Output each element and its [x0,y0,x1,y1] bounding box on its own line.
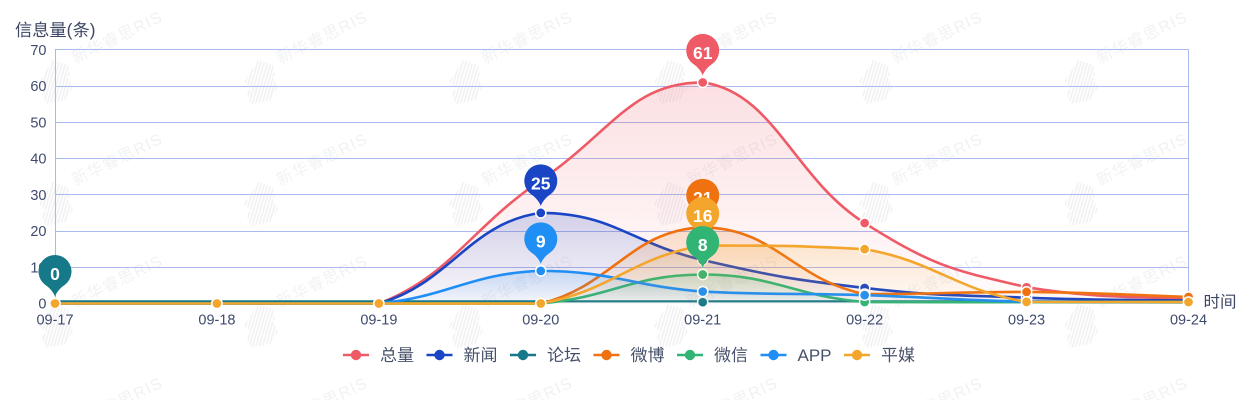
svg-text:70: 70 [30,43,46,59]
svg-text:8: 8 [698,235,708,255]
svg-text:40: 40 [30,152,46,168]
svg-text:(: ( [67,20,73,40]
svg-text:0: 0 [38,297,46,313]
svg-text:09-17: 09-17 [36,313,73,329]
svg-text:9: 9 [536,231,546,251]
svg-text:50: 50 [30,115,46,131]
svg-text:09-20: 09-20 [522,313,559,329]
svg-text:09-22: 09-22 [846,313,883,329]
svg-text:APP: APP [798,346,832,365]
svg-text:09-23: 09-23 [1008,313,1045,329]
svg-text:61: 61 [693,43,713,63]
svg-text:09-19: 09-19 [360,313,397,329]
svg-text:60: 60 [30,79,46,95]
svg-text:25: 25 [531,173,551,193]
svg-text:20: 20 [30,224,46,240]
svg-text:09-18: 09-18 [198,313,235,329]
svg-text:09-21: 09-21 [684,313,721,329]
svg-text:0: 0 [50,264,60,284]
svg-text:09-24: 09-24 [1170,313,1207,329]
svg-text:): ) [90,20,96,40]
svg-text:16: 16 [693,206,713,226]
svg-text:30: 30 [30,188,46,204]
